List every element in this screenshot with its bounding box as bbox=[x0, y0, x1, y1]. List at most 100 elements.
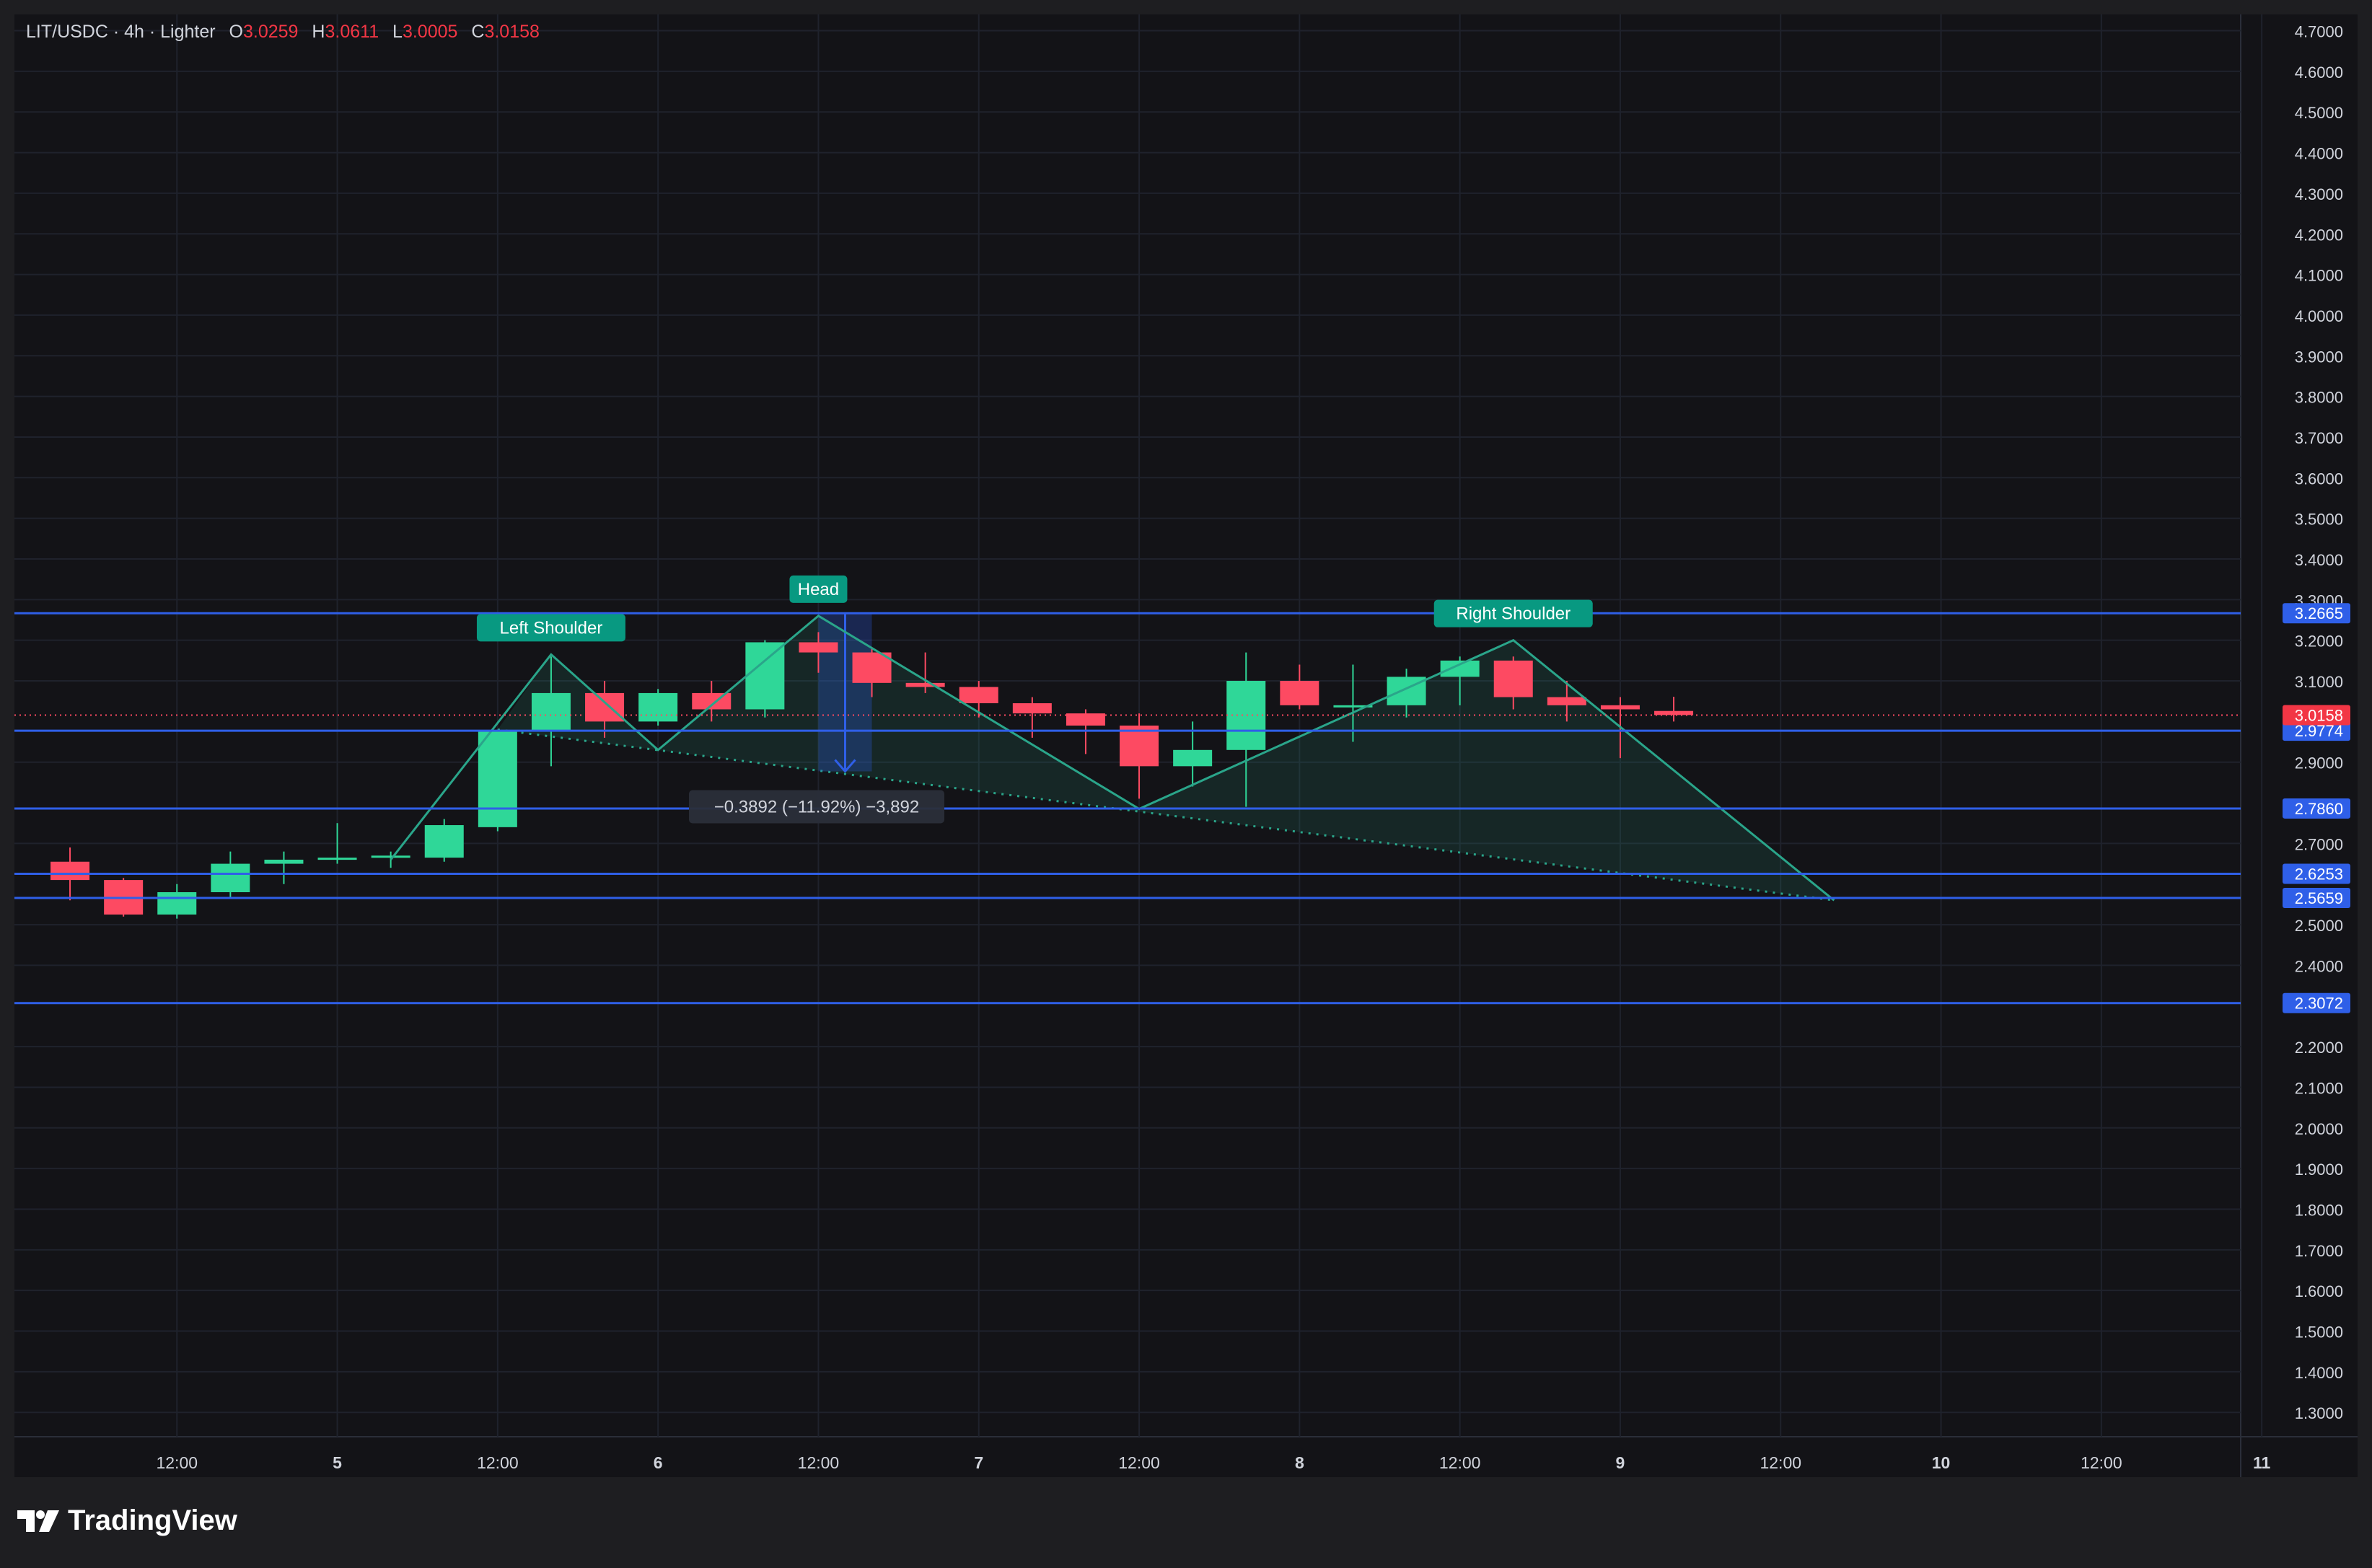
candle-body bbox=[157, 892, 197, 915]
level-price-label: 2.3072 bbox=[2295, 995, 2343, 1013]
x-tick-label: 5 bbox=[333, 1453, 342, 1472]
x-tick-label: 12:00 bbox=[477, 1453, 519, 1472]
pattern-label: Head bbox=[798, 580, 839, 599]
y-tick-label: 3.6000 bbox=[2295, 470, 2343, 488]
y-tick-label: 3.7000 bbox=[2295, 429, 2343, 447]
brand-name: TradingView bbox=[68, 1505, 237, 1536]
symbol-legend: LIT/USDC · 4h · Lighter O3.0259 H3.0611 … bbox=[26, 22, 540, 43]
candle-body bbox=[424, 825, 464, 858]
candle-body bbox=[1440, 660, 1480, 677]
candle-body bbox=[1547, 697, 1586, 705]
y-tick-label: 1.9000 bbox=[2295, 1160, 2343, 1179]
y-tick-label: 2.5000 bbox=[2295, 917, 2343, 935]
x-tick-label: 12:00 bbox=[1118, 1453, 1160, 1472]
candle-body bbox=[585, 692, 625, 722]
level-price-tag bbox=[2283, 603, 2350, 624]
tradingview-brand[interactable]: TradingView bbox=[16, 1505, 237, 1537]
level-price-label: 3.2665 bbox=[2295, 604, 2343, 622]
candle-body bbox=[1066, 713, 1105, 726]
y-tick-label: 4.4000 bbox=[2295, 145, 2343, 163]
low-label: L bbox=[392, 22, 403, 42]
close-label: C bbox=[471, 22, 485, 42]
candle-body bbox=[905, 682, 945, 687]
pattern-label-bg bbox=[1433, 599, 1593, 627]
candle-body bbox=[1493, 660, 1533, 697]
candle-body bbox=[852, 652, 892, 683]
candle-body bbox=[1600, 705, 1640, 710]
candle-body bbox=[371, 855, 410, 858]
candle-body bbox=[799, 642, 838, 653]
candle-body bbox=[1173, 749, 1213, 767]
x-tick-label: 7 bbox=[974, 1453, 983, 1472]
candle-body bbox=[317, 858, 357, 860]
x-tick-label: 9 bbox=[1616, 1453, 1625, 1472]
candle-body bbox=[1387, 677, 1426, 705]
candle-body bbox=[692, 692, 732, 710]
x-tick-label: 12:00 bbox=[798, 1453, 840, 1472]
y-tick-label: 1.3000 bbox=[2295, 1404, 2343, 1422]
candle-body bbox=[1012, 703, 1052, 714]
y-tick-label: 1.5000 bbox=[2295, 1323, 2343, 1342]
candle-body bbox=[638, 692, 678, 722]
y-tick-label: 4.0000 bbox=[2295, 307, 2343, 325]
candle-body bbox=[211, 863, 250, 893]
y-tick-label: 2.7000 bbox=[2295, 835, 2343, 853]
x-tick-label: 12:00 bbox=[2081, 1453, 2122, 1472]
candle-body bbox=[1280, 681, 1319, 705]
y-tick-label: 3.5000 bbox=[2295, 511, 2343, 529]
y-tick-label: 3.4000 bbox=[2295, 551, 2343, 569]
measure-label: −0.3892 (−11.92%) −3,892 bbox=[714, 797, 919, 816]
high-value: 3.0611 bbox=[325, 22, 379, 42]
pattern-label-bg bbox=[476, 614, 625, 642]
x-tick-label: 12:00 bbox=[1760, 1453, 1801, 1472]
x-tick-label: 10 bbox=[1932, 1453, 1951, 1472]
candle-body bbox=[478, 731, 517, 827]
candle-body bbox=[1120, 726, 1159, 767]
y-tick-label: 4.5000 bbox=[2295, 104, 2343, 122]
measure-label-bg bbox=[689, 790, 944, 824]
high-label: H bbox=[312, 22, 325, 42]
x-tick-label: 11 bbox=[2253, 1453, 2271, 1472]
chart-background bbox=[14, 14, 2358, 1477]
measure-arrow-head bbox=[834, 759, 856, 773]
y-tick-label: 2.0000 bbox=[2295, 1120, 2343, 1138]
candle-body bbox=[264, 859, 304, 864]
level-price-label: 2.7860 bbox=[2295, 800, 2343, 818]
y-tick-label: 4.3000 bbox=[2295, 185, 2343, 203]
x-tick-label: 12:00 bbox=[156, 1453, 198, 1472]
y-tick-label: 2.1000 bbox=[2295, 1079, 2343, 1097]
pattern-label-bg bbox=[789, 575, 848, 603]
level-price-tag bbox=[2283, 887, 2350, 908]
pattern-label: Right Shoulder bbox=[1456, 604, 1571, 624]
candle-body bbox=[1226, 681, 1266, 750]
candle-body bbox=[50, 861, 90, 881]
y-tick-label: 4.2000 bbox=[2295, 226, 2343, 244]
pattern-label: Left Shoulder bbox=[500, 618, 603, 638]
last-price-tag bbox=[2283, 705, 2350, 726]
level-price-label: 2.5659 bbox=[2295, 889, 2343, 907]
level-price-tag bbox=[2283, 992, 2350, 1013]
tradingview-logo-icon bbox=[17, 1510, 59, 1532]
y-tick-label: 3.2000 bbox=[2295, 633, 2343, 651]
level-price-label: 2.6253 bbox=[2295, 865, 2343, 883]
x-tick-label: 6 bbox=[654, 1453, 663, 1472]
x-tick-label: 12:00 bbox=[1439, 1453, 1481, 1472]
y-tick-label: 1.8000 bbox=[2295, 1201, 2343, 1219]
candle-body bbox=[959, 687, 998, 704]
candle-body bbox=[1333, 705, 1373, 708]
y-tick-label: 1.4000 bbox=[2295, 1364, 2343, 1382]
candle-body bbox=[1654, 710, 1694, 715]
symbol-title: LIT/USDC · 4h · Lighter bbox=[26, 22, 216, 42]
y-tick-label: 4.1000 bbox=[2295, 267, 2343, 285]
y-tick-label: 2.9000 bbox=[2295, 754, 2343, 772]
last-price-label: 3.0158 bbox=[2295, 706, 2343, 724]
y-tick-label: 3.1000 bbox=[2295, 673, 2343, 691]
y-tick-label: 4.7000 bbox=[2295, 23, 2343, 41]
level-price-tag bbox=[2283, 721, 2350, 741]
candle-body bbox=[531, 692, 571, 732]
low-value: 3.0005 bbox=[402, 22, 458, 42]
y-tick-label: 2.2000 bbox=[2295, 1039, 2343, 1057]
level-price-tag bbox=[2283, 863, 2350, 884]
